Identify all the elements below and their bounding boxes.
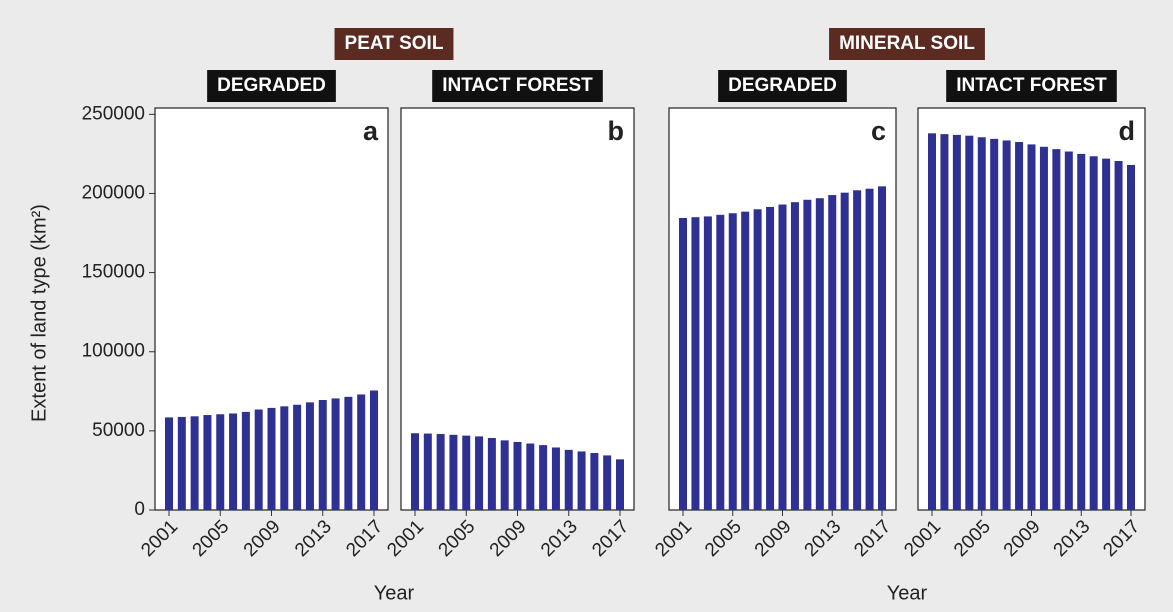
bar (965, 135, 974, 511)
bar (1052, 149, 1061, 511)
bar (177, 416, 186, 510)
bar (790, 202, 799, 510)
bar (940, 134, 949, 510)
bar (165, 417, 173, 510)
bar (577, 451, 586, 510)
bar (1102, 158, 1111, 510)
strip-box (718, 70, 847, 102)
bar (216, 414, 225, 510)
strip-title: INTACT FOREST (956, 75, 1107, 96)
bar (766, 206, 775, 510)
group-header-box (334, 28, 454, 60)
bar (703, 216, 712, 510)
bar (778, 204, 787, 510)
bar (716, 214, 725, 511)
y-tick-label: 150000 (82, 262, 145, 283)
bar (691, 217, 700, 511)
bar (203, 415, 212, 510)
bar (603, 455, 612, 510)
y-tick-label: 200000 (82, 182, 145, 203)
x-axis-label: Year (374, 582, 415, 604)
bar (370, 390, 378, 510)
bar (280, 406, 289, 510)
bar (487, 437, 496, 510)
y-tick-label: 0 (134, 499, 145, 520)
panel-label: b (608, 116, 625, 146)
bar (977, 137, 986, 510)
bar (241, 411, 250, 510)
bar (539, 445, 548, 510)
bar (1127, 164, 1135, 510)
panel-label: c (871, 116, 886, 146)
group-header: MINERAL SOIL (839, 33, 975, 54)
bar (229, 413, 238, 510)
bar (423, 433, 432, 510)
bar (1015, 142, 1024, 510)
bar (513, 441, 522, 510)
bar (1114, 161, 1123, 510)
bar (1064, 151, 1073, 510)
bar (411, 433, 419, 510)
bar (865, 188, 874, 510)
bar (357, 394, 366, 510)
bar (190, 416, 199, 510)
y-axis-label: Extent of land type (km²) (28, 204, 50, 422)
bar (254, 409, 263, 510)
bar (753, 209, 762, 511)
bar (305, 402, 314, 510)
y-tick-label: 250000 (82, 103, 145, 124)
x-axis-label: Year (887, 582, 928, 604)
bar (1002, 140, 1011, 510)
bar (853, 190, 862, 511)
bar (616, 459, 624, 510)
y-tick-label: 50000 (92, 420, 145, 441)
bar (564, 449, 573, 510)
strip-title: DEGRADED (217, 75, 326, 96)
strip-box (207, 70, 336, 102)
bar (526, 443, 535, 510)
strip-box (432, 70, 603, 102)
panel-label: d (1119, 116, 1136, 146)
y-tick-label: 100000 (82, 341, 145, 362)
bar (1027, 144, 1036, 510)
bar (679, 217, 687, 510)
bar (449, 434, 458, 510)
bar (878, 186, 886, 510)
bar (815, 198, 824, 511)
strip-title: INTACT FOREST (442, 75, 593, 96)
bar (267, 407, 276, 510)
bar (344, 396, 353, 510)
bar (741, 211, 750, 511)
group-header-box (829, 28, 985, 60)
bar (462, 435, 471, 510)
bar (840, 192, 849, 511)
bar (1089, 156, 1098, 510)
bar (990, 138, 999, 511)
bar (551, 447, 560, 510)
strip-box (946, 70, 1117, 102)
bar (475, 436, 484, 510)
bar (318, 400, 327, 510)
bar (728, 213, 737, 510)
bar (828, 195, 837, 510)
strip-title: DEGRADED (728, 75, 837, 96)
group-header: PEAT SOIL (345, 33, 444, 54)
bar (928, 133, 936, 511)
bar (293, 404, 302, 510)
bar (590, 453, 599, 510)
bar (952, 134, 961, 510)
panel-label: a (363, 116, 379, 146)
bar (500, 440, 509, 510)
bar (331, 398, 340, 510)
bar (1077, 153, 1086, 510)
bar (803, 199, 812, 510)
bar (436, 434, 445, 510)
bar (1039, 146, 1048, 511)
